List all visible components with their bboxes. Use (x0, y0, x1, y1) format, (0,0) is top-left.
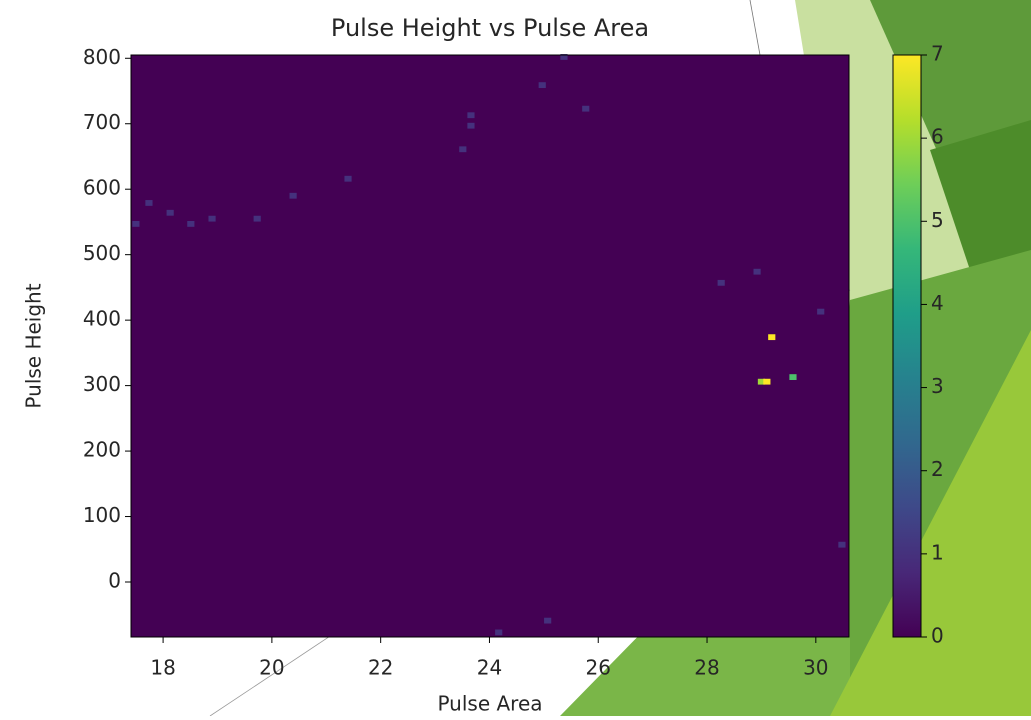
colorbar (893, 55, 921, 637)
cell (718, 280, 725, 286)
x-tick-label: 26 (586, 656, 611, 680)
x-tick-label: 20 (259, 656, 284, 680)
cell (763, 379, 770, 385)
cell (254, 216, 261, 222)
cell (145, 200, 152, 206)
cell (167, 210, 174, 216)
cell (132, 221, 139, 227)
colorbar-tick-label: 5 (931, 208, 944, 232)
x-tick-label: 30 (803, 656, 828, 680)
colorbar-tick-label: 2 (931, 457, 944, 481)
y-tick-label: 700 (83, 110, 121, 134)
cell (544, 618, 551, 624)
chart-title: Pulse Height vs Pulse Area (331, 14, 649, 42)
y-tick-label: 100 (83, 503, 121, 527)
y-tick-label: 0 (108, 569, 121, 593)
x-axis-label: Pulse Area (437, 692, 542, 716)
cell (753, 269, 760, 275)
page: Pulse Height vs Pulse Area Pulse Area Pu… (0, 0, 1031, 716)
cell (187, 221, 194, 227)
cell (838, 542, 845, 548)
y-tick-label: 300 (83, 372, 121, 396)
y-axis-label: Pulse Height (22, 283, 46, 408)
colorbar-tick-label: 3 (931, 374, 944, 398)
x-tick-label: 24 (477, 656, 502, 680)
colorbar-tick-label: 0 (931, 624, 944, 648)
cell (208, 216, 215, 222)
colorbar-tick-label: 6 (931, 125, 944, 149)
colorbar-tick-label: 4 (931, 291, 944, 315)
plot-area (131, 55, 849, 637)
cell (539, 82, 546, 88)
cell (817, 309, 824, 315)
cell (789, 374, 796, 380)
y-tick-label: 800 (83, 45, 121, 69)
x-tick-label: 28 (694, 656, 719, 680)
cell (768, 334, 775, 340)
cell (582, 106, 589, 112)
bg-line (750, 0, 760, 55)
cell (495, 630, 502, 636)
x-tick-label: 22 (368, 656, 393, 680)
y-tick-label: 500 (83, 241, 121, 265)
cell (290, 193, 297, 199)
x-tick-label: 18 (150, 656, 175, 680)
colorbar-tick-label: 1 (931, 540, 944, 564)
y-tick-label: 200 (83, 438, 121, 462)
y-tick-label: 400 (83, 307, 121, 331)
cell (459, 146, 466, 152)
colorbar-tick-label: 7 (931, 42, 944, 66)
cell (467, 112, 474, 118)
y-tick-label: 600 (83, 176, 121, 200)
cell (344, 176, 351, 182)
cell (467, 123, 474, 129)
